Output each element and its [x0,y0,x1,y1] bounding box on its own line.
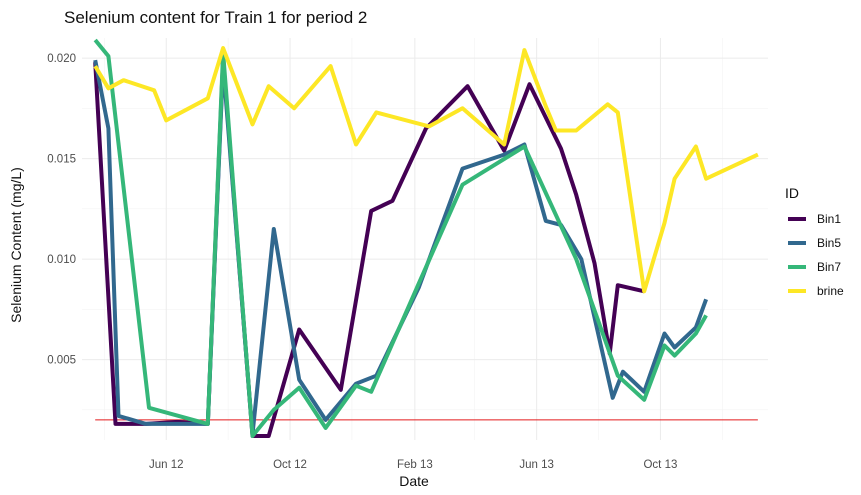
y-tick-label: 0.020 [47,53,76,65]
x-tick-label: Feb 13 [397,459,433,471]
x-tick-label: Oct 13 [643,459,677,471]
legend: ID Bin1 Bin5 Bin7 brine [785,185,844,298]
legend-label-brine: brine [817,284,844,298]
x-axis-title: Date [399,473,429,489]
x-tick-label: Jun 13 [519,459,554,471]
y-axis-title: Selenium Content (mg/L) [8,167,24,323]
grid-minor [82,38,768,440]
legend-title: ID [785,185,799,201]
series-line-bin5 [93,59,708,436]
y-tick-label: 0.005 [47,355,76,367]
x-tick-label: Jun 12 [149,459,184,471]
chart-title: Selenium content for Train 1 for period … [64,8,367,27]
x-tick-label: Oct 12 [273,459,307,471]
y-tick-label: 0.015 [47,154,76,166]
y-tick-label: 0.010 [47,254,76,266]
y-tick-labels: 0.005 0.010 0.015 0.020 [47,53,76,367]
series-line-bin7 [93,38,708,438]
legend-label-bin5: Bin5 [817,236,841,250]
legend-label-bin7: Bin7 [817,260,841,274]
grid-major [82,38,768,440]
series-lines [93,38,759,438]
x-tick-labels: Jun 12 Oct 12 Feb 13 Jun 13 Oct 13 [149,459,677,471]
series-line-brine [93,46,759,294]
legend-label-bin1: Bin1 [817,212,841,226]
